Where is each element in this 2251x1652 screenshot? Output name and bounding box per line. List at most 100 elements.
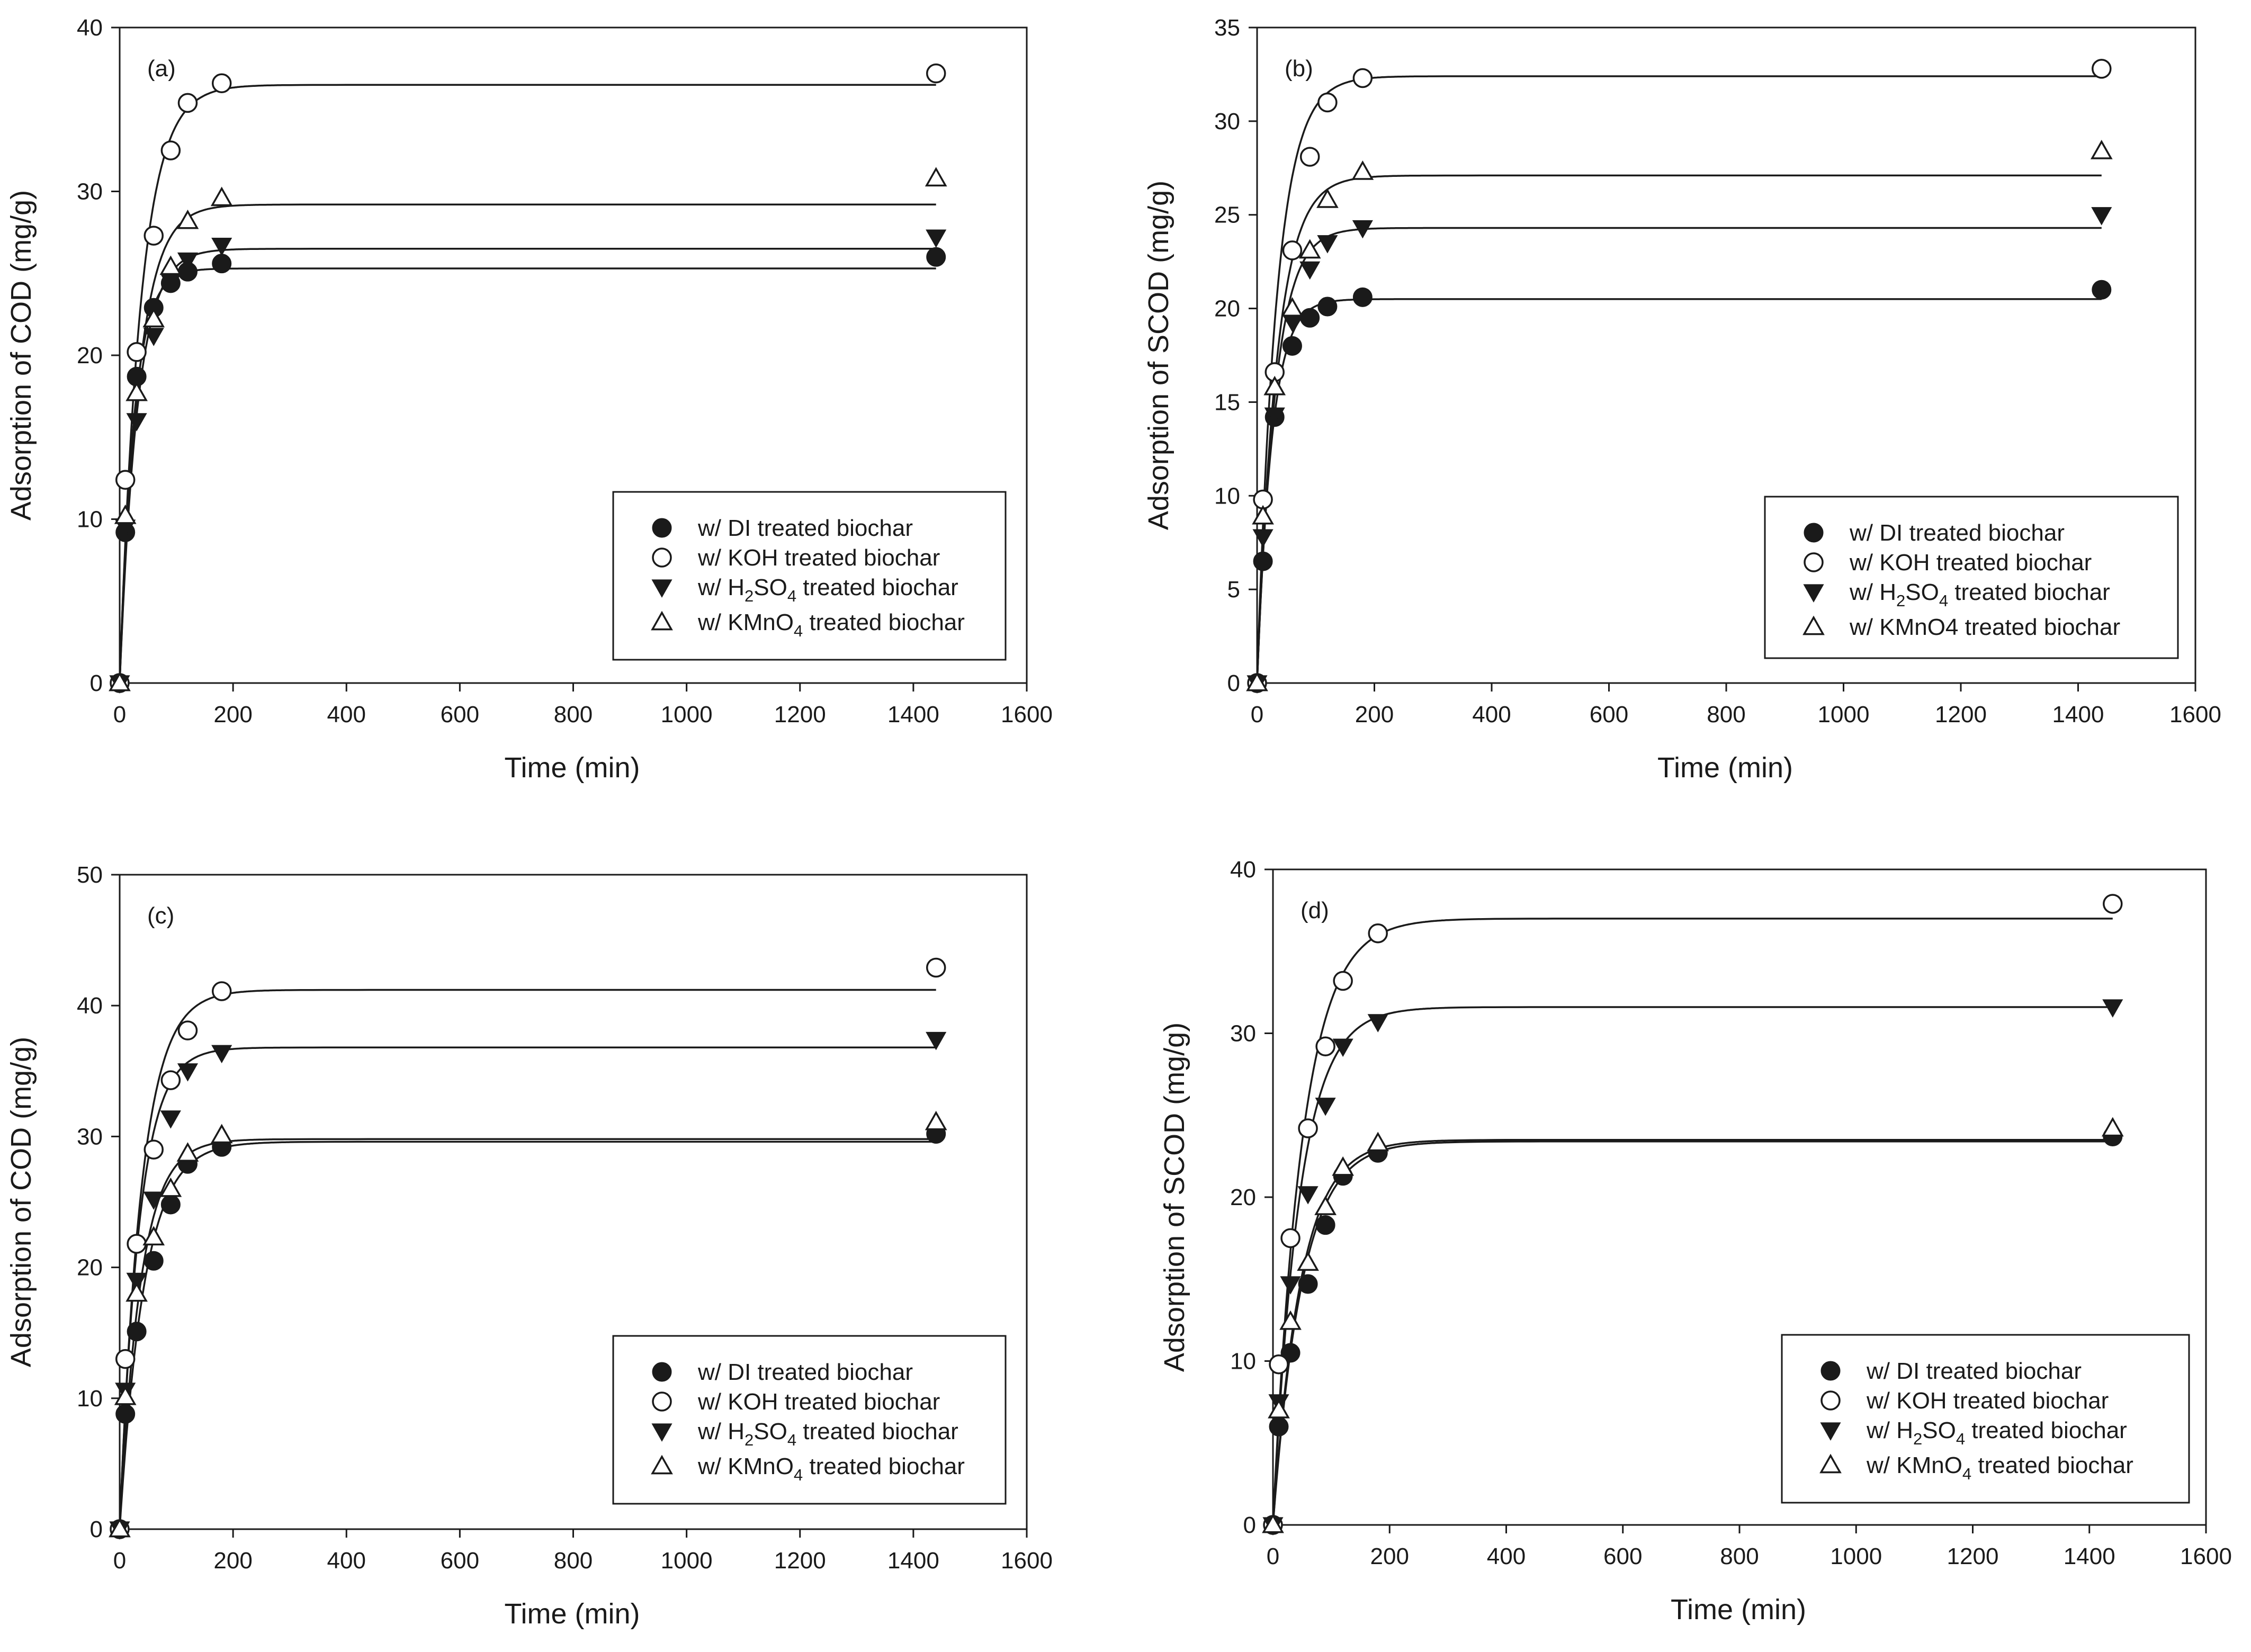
- x-axis-title: Time (min): [1657, 752, 1793, 784]
- legend-label-di: w/ DI treated biochar: [1866, 1358, 2082, 1384]
- data-point-kmno4: [1279, 1310, 1302, 1330]
- data-point-koh: [115, 1349, 136, 1369]
- data-point-h2so4: [1297, 1186, 1319, 1205]
- x-tick-label: 1400: [887, 1548, 939, 1574]
- data-point-kmno4: [1252, 505, 1274, 525]
- x-tick-label: 200: [213, 702, 252, 728]
- data-point-koh: [2103, 894, 2123, 914]
- data-point-h2so4: [177, 1063, 199, 1082]
- y-tick-label: 30: [1230, 1021, 1256, 1047]
- data-point-h2so4: [2102, 999, 2123, 1018]
- legend-marker-h2so4: [1803, 584, 1824, 603]
- data-point-di: [1315, 1215, 1335, 1235]
- data-point-di: [1280, 1343, 1301, 1363]
- y-tick-label: 10: [77, 1386, 103, 1412]
- y-tick-label: 20: [1214, 296, 1240, 322]
- legend-marker-di: [1820, 1361, 1841, 1381]
- data-point-koh: [160, 140, 181, 160]
- data-point-kmno4: [925, 167, 947, 187]
- y-tick-label: 40: [1230, 857, 1256, 883]
- data-point-h2so4: [1264, 407, 1285, 426]
- x-tick-label: 1600: [1001, 702, 1053, 728]
- data-point-koh: [1368, 923, 1388, 944]
- data-point-h2so4: [177, 252, 199, 271]
- legend-marker-di: [652, 1362, 672, 1382]
- data-point-di: [1298, 1274, 1318, 1294]
- y-tick-label: 20: [1230, 1184, 1256, 1210]
- y-tick-label: 30: [77, 179, 103, 205]
- legend-label-di: w/ DI treated biochar: [697, 1359, 913, 1385]
- data-point-di: [1253, 551, 1273, 571]
- data-point-koh: [211, 73, 232, 93]
- legend-marker-di: [1804, 523, 1824, 543]
- x-tick-label: 1000: [1830, 1543, 1882, 1569]
- x-tick-label: 0: [1251, 702, 1263, 728]
- data-point-kmno4: [210, 186, 233, 206]
- x-tick-label: 200: [1370, 1543, 1409, 1569]
- data-point-kmno4: [109, 1518, 131, 1538]
- fit-line-koh: [119, 989, 936, 1530]
- data-point-di: [115, 1404, 136, 1424]
- y-axis-title: Adsorption of SCOD (mg/g): [1143, 181, 1174, 530]
- legend-label-kmno4: w/ KMnO4 treated biochar: [1849, 614, 2120, 640]
- legend-marker-kmno4: [651, 1455, 673, 1475]
- legend-marker-kmno4: [1802, 615, 1825, 635]
- data-point-koh: [1269, 1354, 1289, 1375]
- legend: w/ DI treated biochar w/ KOH treated bioc…: [612, 1335, 1007, 1505]
- data-point-di: [1269, 1416, 1289, 1436]
- x-tick-label: 1400: [2064, 1543, 2115, 1569]
- y-tick-label: 10: [77, 507, 103, 533]
- data-point-koh: [1333, 971, 1353, 991]
- x-tick-label: 1200: [1935, 702, 1987, 728]
- data-point-koh: [127, 342, 147, 362]
- x-tick-label: 200: [213, 1548, 252, 1574]
- legend-box: [612, 491, 1007, 661]
- y-tick-label: 35: [1214, 15, 1240, 41]
- legend-marker-kmno4: [1819, 1453, 1842, 1474]
- x-tick-label: 600: [441, 702, 479, 728]
- x-tick-label: 400: [327, 1548, 366, 1574]
- data-point-di: [160, 1195, 181, 1215]
- data-point-h2so4: [1317, 235, 1338, 254]
- x-tick-label: 800: [554, 702, 593, 728]
- x-tick-label: 800: [1720, 1543, 1759, 1569]
- data-point-h2so4: [211, 238, 232, 256]
- data-point-koh: [160, 1070, 181, 1090]
- y-tick-label: 0: [90, 670, 103, 696]
- data-point-kmno4: [1262, 1513, 1284, 1533]
- y-tick-label: 0: [90, 1516, 103, 1542]
- data-point-kmno4: [1351, 160, 1374, 180]
- data-point-h2so4: [143, 328, 164, 346]
- x-tick-label: 1400: [887, 702, 939, 728]
- legend-label-koh: w/ KOH treated biochar: [1849, 550, 2092, 576]
- chart-panel-d: 0 200 400 600 800 1000 1200 1400 1600 0 10 20 30 40 Ti…: [1159, 857, 2232, 1626]
- data-point-h2so4: [211, 1045, 232, 1064]
- fit-line-kmno4: [1272, 1138, 2113, 1525]
- legend: w/ DI treated biochar w/ KOH treated bioc…: [1764, 496, 2179, 659]
- data-point-koh: [144, 1139, 164, 1160]
- data-point-kmno4: [109, 671, 131, 692]
- chart-panel-a: 0 200 400 600 800 1000 1200 1400 1600 0 10 20 30 40 Ti…: [5, 15, 1053, 784]
- data-point-di: [1300, 308, 1320, 328]
- legend-label-koh: w/ KOH treated biochar: [697, 1389, 940, 1415]
- legend-box: [612, 1335, 1007, 1505]
- data-point-koh: [926, 63, 946, 84]
- panel-label: (d): [1301, 897, 1329, 923]
- data-point-h2so4: [126, 413, 147, 432]
- y-tick-label: 20: [77, 343, 103, 369]
- data-point-kmno4: [1263, 375, 1286, 396]
- x-tick-label: 0: [113, 702, 126, 728]
- data-point-kmno4: [114, 504, 137, 524]
- x-tick-label: 800: [554, 1548, 593, 1574]
- y-axis-title: Adsorption of COD (mg/g): [5, 1037, 37, 1367]
- data-point-koh: [1280, 1228, 1301, 1249]
- data-point-kmno4: [1332, 1156, 1355, 1176]
- chart-panel-c: 0 200 400 600 800 1000 1200 1400 1600 0 10 20 30 40 50…: [5, 862, 1053, 1630]
- legend-label-di: w/ DI treated biochar: [697, 515, 913, 541]
- x-tick-label: 800: [1707, 702, 1745, 728]
- y-tick-label: 20: [77, 1255, 103, 1281]
- legend-marker-h2so4: [1820, 1422, 1841, 1441]
- x-tick-label: 1600: [2180, 1543, 2232, 1569]
- panel-label: (c): [147, 903, 174, 929]
- data-point-kmno4: [159, 255, 182, 275]
